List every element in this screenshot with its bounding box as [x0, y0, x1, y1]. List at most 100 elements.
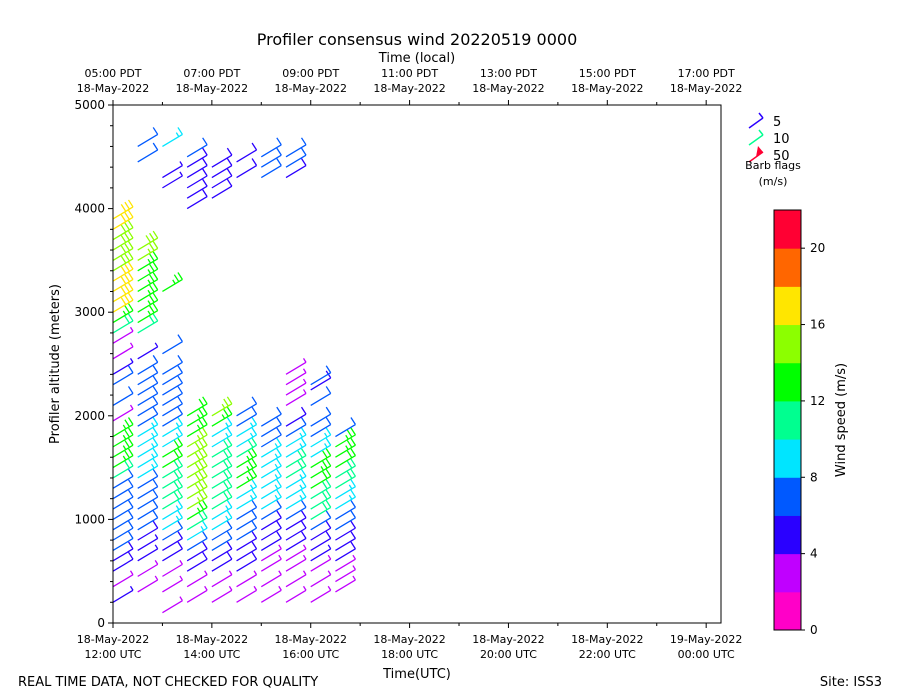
barb-flag-9-6-0 — [350, 510, 356, 519]
barb-staff-9-4 — [335, 537, 356, 552]
barb-staff-6-15 — [260, 423, 282, 438]
barb-staff-9-3 — [335, 548, 356, 562]
barb-flag-0-6-0 — [127, 510, 134, 519]
barb-flag-2-11-1 — [173, 460, 180, 469]
barb-halfflag-5-0 — [253, 585, 258, 591]
legend-label-1: 10 — [773, 132, 790, 147]
barb-flag-6-16-0 — [276, 406, 282, 415]
barb-staff-6-5 — [260, 527, 282, 541]
top-tick-label-2: 09:00 PDT — [282, 67, 339, 80]
barb-flag-9-8-0 — [350, 489, 356, 498]
barb-flag-7-8-0 — [300, 489, 307, 498]
barb-halfflag-0-13 — [122, 445, 127, 450]
barb-halfflag-5-9 — [249, 484, 254, 490]
barb-flag-3-11-0 — [202, 458, 208, 467]
barb-flag-3-7-1 — [198, 502, 205, 510]
legend-barb-1 — [748, 134, 764, 146]
barb-flag-3-11-1 — [198, 460, 205, 469]
barb-staff-1-31 — [137, 149, 159, 163]
barb-flag-3-14-1 — [198, 429, 205, 438]
barb-halfflag-3-8 — [196, 497, 201, 502]
barb-staff-1-5 — [137, 517, 159, 531]
barb-flag-1-7-0 — [152, 489, 159, 498]
barb-staff-1-4 — [137, 527, 159, 541]
barb-staff-6-7 — [260, 506, 282, 520]
colorbar-segment-1 — [774, 553, 801, 593]
barb-flag-4-20-0 — [226, 158, 233, 166]
barb-flag-7-9-0 — [300, 479, 307, 488]
barb-flag-2-12-0 — [177, 448, 183, 456]
barb-flag-2-17-0 — [177, 396, 183, 405]
barb-halfflag-0-21 — [129, 326, 134, 332]
barb-flag-7-6-0 — [300, 510, 307, 519]
y-tick-label-2: 2000 — [74, 409, 105, 423]
barb-flag-7-10-0 — [300, 468, 307, 477]
barb-staff-1-2 — [137, 548, 159, 562]
legend-flag-0 — [758, 112, 764, 119]
barb-flag-0-14-0 — [127, 427, 134, 436]
barb-staff-1-19 — [137, 372, 159, 386]
barb-flag-0-30-0 — [127, 230, 134, 239]
barb-flag-2-26-0 — [177, 127, 183, 135]
barb-flag-0-31-0 — [127, 220, 134, 229]
barb-halfflag-1-10 — [151, 463, 155, 469]
barb-halfflag-1-25 — [147, 289, 152, 295]
x-tick-sublabel-0: 12:00 UTC — [84, 648, 141, 661]
barb-halfflag-2-23 — [172, 279, 176, 285]
barb-flag-1-8-0 — [152, 479, 159, 488]
barb-staff-7-19 — [285, 372, 307, 386]
barb-flag-4-12-0 — [226, 448, 233, 456]
top-tick-label-3: 11:00 PDT — [381, 67, 438, 80]
barb-flag-9-4-0 — [350, 531, 356, 539]
barb-flag-3-8-0 — [202, 489, 208, 498]
barb-flag-0-14-1 — [124, 429, 130, 438]
barb-flag-0-26-1 — [124, 274, 130, 283]
barb-halfflag-1-23 — [147, 310, 152, 316]
barb-flag-6-10-0 — [276, 468, 282, 477]
barb-halfflag-9-1 — [352, 565, 356, 570]
barb-staff-1-16 — [137, 403, 159, 417]
barb-flag-6-12-0 — [276, 448, 282, 456]
barb-staff-8-15 — [310, 423, 332, 438]
barb-halfflag-1-3 — [154, 534, 159, 539]
barb-halfflag-1-2 — [154, 544, 159, 550]
barb-flag-8-11-1 — [322, 460, 328, 469]
barb-flag-2-13-0 — [177, 437, 183, 446]
barb-flag-3-17-0 — [202, 396, 208, 405]
barb-halfflag-3-15 — [196, 424, 201, 430]
barb-flag-0-13-1 — [124, 440, 130, 448]
barb-halfflag-7-0 — [302, 585, 307, 591]
barb-flag-0-25-1 — [124, 284, 130, 293]
barb-flag-9-13-0 — [350, 437, 356, 446]
barb-halfflag-7-2 — [302, 554, 307, 560]
barb-staff-1-8 — [137, 486, 159, 500]
x-tick-sublabel-2: 16:00 UTC — [282, 648, 339, 661]
barb-flag-2-14-0 — [177, 427, 183, 436]
barb-staff-4-18 — [211, 185, 233, 199]
barb-halfflag-0-15 — [122, 424, 127, 430]
barb-flag-0-26-2 — [120, 276, 127, 285]
barb-flag-1-26-0 — [152, 272, 159, 280]
barb-staff-2-3 — [162, 548, 183, 562]
barb-halfflag-3-5 — [200, 525, 205, 531]
barb-flag-2-8-0 — [177, 489, 183, 498]
barb-halfflag-9-2 — [352, 554, 356, 560]
barb-flag-0-22-1 — [124, 315, 130, 324]
barb-staff-4-3 — [211, 548, 233, 562]
barb-flag-5-3-0 — [251, 541, 258, 550]
barb-flag-2-18-0 — [177, 386, 183, 394]
barb-flag-0-12-1 — [124, 450, 130, 459]
barb-halfflag-5-11 — [246, 466, 250, 471]
barb-flag-0-11-1 — [124, 460, 130, 469]
barb-flag-2-6-0 — [177, 510, 183, 519]
legend-flag-1 — [758, 129, 764, 136]
barb-staff-2-2 — [162, 563, 183, 577]
barb-flag-3-9-2 — [194, 483, 201, 492]
barb-flag-5-12-0 — [251, 448, 258, 456]
barb-flag-3-15-1 — [198, 419, 205, 428]
barb-flag-1-25-0 — [152, 282, 159, 291]
barb-staff-0-18 — [112, 372, 134, 386]
barb-staff-3-21 — [186, 164, 208, 179]
barb-halfflag-9-8 — [348, 494, 353, 500]
barb-halfflag-4-0 — [228, 585, 233, 591]
